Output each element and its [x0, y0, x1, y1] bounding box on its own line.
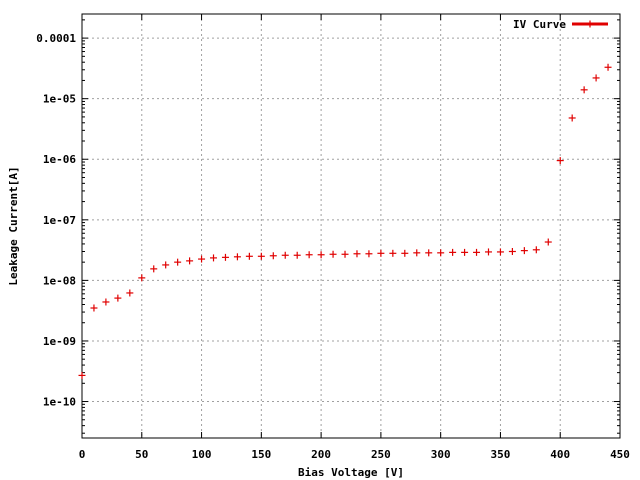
y-axis-label: Leakage Current[A] [7, 166, 20, 285]
data-point [281, 251, 289, 259]
data-point [210, 254, 218, 262]
data-point [353, 250, 361, 258]
data-point [556, 157, 564, 165]
y-tick-label: 1e-05 [43, 93, 76, 106]
data-point [461, 248, 469, 256]
data-point [198, 255, 206, 263]
data-point [592, 74, 600, 82]
data-point [126, 289, 134, 297]
data-point [317, 251, 325, 259]
data-point [484, 248, 492, 256]
y-tick-label: 0.0001 [36, 32, 76, 45]
y-tick-label: 1e-06 [43, 153, 76, 166]
y-tick-label: 1e-08 [43, 274, 76, 287]
y-axis: 1e-10 1e-09 1e-08 1e-07 1e-06 1e-05 0.0001 [36, 19, 620, 434]
data-point [413, 249, 421, 257]
y-tick-label: 1e-07 [43, 214, 76, 227]
grid [82, 14, 620, 438]
x-tick-label: 450 [610, 448, 630, 461]
data-point [233, 253, 241, 261]
data-point [520, 247, 528, 255]
data-point [162, 261, 170, 269]
x-tick-label: 50 [135, 448, 148, 461]
data-point [449, 248, 457, 256]
x-axis: 0 50 100 150 200 250 300 350 400 450 [79, 14, 630, 461]
data-point [257, 252, 265, 260]
data-point [532, 246, 540, 254]
x-tick-label: 0 [79, 448, 86, 461]
x-tick-label: 350 [491, 448, 511, 461]
data-point [293, 251, 301, 259]
y-tick-label: 1e-10 [43, 396, 76, 409]
data-point [138, 274, 146, 282]
data-point [508, 247, 516, 255]
data-point [604, 63, 612, 71]
y-tick-label: 1e-09 [43, 335, 76, 348]
x-tick-label: 200 [311, 448, 331, 461]
plot-frame [81, 13, 621, 439]
data-point [305, 251, 313, 259]
x-tick-label: 150 [251, 448, 271, 461]
data-point [114, 294, 122, 302]
data-point [377, 249, 385, 257]
data-point [341, 250, 349, 258]
data-point [269, 252, 277, 260]
data-points [78, 63, 612, 379]
x-tick-label: 400 [550, 448, 570, 461]
data-point [401, 249, 409, 257]
data-point [186, 257, 194, 265]
data-point [365, 250, 373, 258]
data-point [102, 298, 110, 306]
data-point [568, 114, 576, 122]
data-point [437, 249, 445, 257]
data-point [425, 249, 433, 257]
data-point [329, 250, 337, 258]
data-point [473, 248, 481, 256]
legend: IV Curve [513, 18, 608, 31]
data-point [245, 252, 253, 260]
x-tick-label: 100 [192, 448, 212, 461]
data-point [496, 248, 504, 256]
data-point [174, 258, 182, 266]
data-point [78, 371, 86, 379]
data-point [90, 304, 98, 312]
data-point [389, 249, 397, 257]
x-tick-label: 300 [431, 448, 451, 461]
x-tick-label: 250 [371, 448, 391, 461]
data-point [221, 253, 229, 261]
data-point [150, 265, 158, 273]
legend-label: IV Curve [513, 18, 566, 31]
data-point [544, 238, 552, 246]
x-axis-label: Bias Voltage [V] [298, 466, 404, 479]
data-point [580, 86, 588, 94]
